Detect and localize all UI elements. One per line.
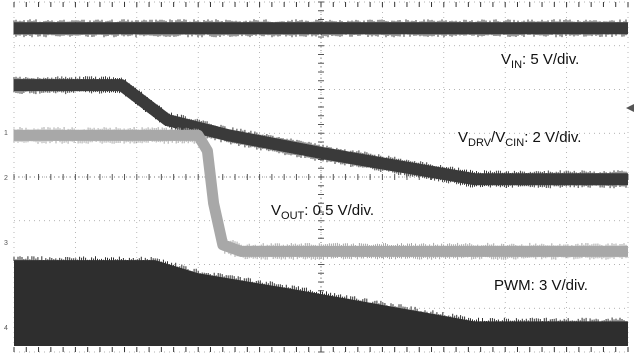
- waveform-traces: [13, 19, 628, 346]
- label-vout-scale: : 0.5 V/div.: [304, 202, 374, 219]
- label-vout-v: V: [271, 202, 281, 219]
- channel-marker-1: 1: [4, 130, 8, 137]
- label-vcin-sub: CIN: [505, 137, 524, 149]
- label-vout-sub: OUT: [281, 210, 305, 222]
- label-vin: VIN: 5 V/div.: [501, 51, 579, 71]
- label-vdrv-sub: DRV: [468, 137, 492, 149]
- channel-marker-2: 2: [4, 175, 8, 182]
- label-vdrv-vcin: VDRV/VCIN: 2 V/div.: [458, 129, 581, 149]
- channel-marker-3: 3: [4, 240, 8, 247]
- label-vin-sub: IN: [511, 59, 522, 71]
- label-vout: VOUT: 0.5 V/div.: [271, 202, 374, 222]
- label-vdrv-scale: : 2 V/div.: [524, 129, 581, 146]
- label-vdrv-v: V: [458, 129, 468, 146]
- label-vin-v: V: [501, 51, 511, 68]
- trace-fill-3: [14, 260, 628, 346]
- label-pwm: PWM: 3 V/div.: [494, 277, 588, 294]
- trace-fill-noise-3: [13, 256, 627, 323]
- trace-noise-2: [13, 127, 627, 260]
- channel-marker-4: 4: [4, 325, 8, 332]
- label-vin-scale: : 5 V/div.: [522, 51, 579, 68]
- trigger-level-marker: [626, 104, 634, 112]
- trace-noise-0: [13, 19, 627, 38]
- label-vcin-v: /V: [491, 129, 505, 146]
- trace-noise-1: [13, 76, 627, 189]
